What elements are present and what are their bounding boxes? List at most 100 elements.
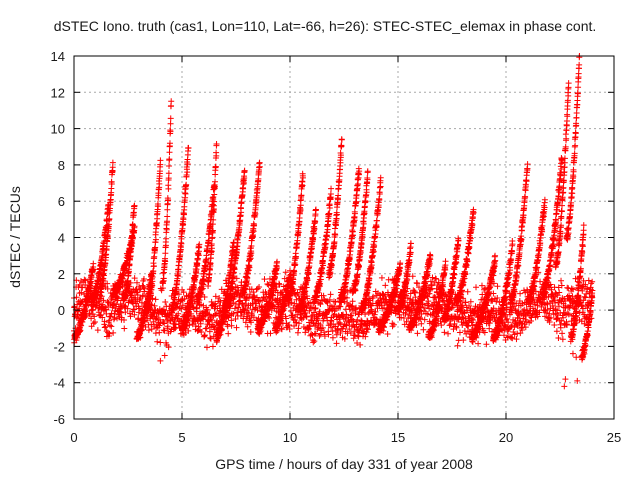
data-point <box>162 242 169 249</box>
data-point <box>321 333 328 340</box>
data-point <box>504 315 511 322</box>
data-point <box>565 311 572 318</box>
data-point <box>427 278 434 285</box>
data-point <box>212 163 219 170</box>
data-point <box>122 309 129 316</box>
data-point <box>261 276 268 283</box>
data-point <box>108 180 115 187</box>
data-point <box>424 293 431 300</box>
data-point <box>247 329 254 336</box>
data-point <box>337 330 344 337</box>
data-point <box>426 290 433 297</box>
data-point <box>348 312 355 319</box>
data-point <box>287 308 294 315</box>
data-point <box>288 299 295 306</box>
data-point <box>305 326 312 333</box>
data-point <box>157 339 164 346</box>
data-point <box>168 98 175 105</box>
data-point <box>286 321 293 328</box>
data-point <box>160 270 167 277</box>
data-point <box>582 294 589 301</box>
data-point <box>354 332 361 339</box>
data-point <box>156 180 163 187</box>
data-point <box>106 330 113 337</box>
data-point <box>231 305 238 312</box>
data-point <box>117 283 124 290</box>
data-point <box>302 329 309 336</box>
data-point <box>152 244 159 251</box>
data-point <box>465 318 472 325</box>
data-point <box>228 317 235 324</box>
data-point <box>291 322 298 329</box>
data-point <box>320 292 327 299</box>
data-point <box>341 335 348 342</box>
data-point <box>445 330 452 337</box>
data-point <box>181 295 188 302</box>
data-point <box>543 309 550 316</box>
data-point <box>357 341 364 348</box>
data-point <box>180 221 187 228</box>
data-point <box>421 316 428 323</box>
data-point <box>90 266 97 273</box>
data-point <box>91 313 98 320</box>
data-point <box>382 292 389 299</box>
data-point <box>104 235 111 242</box>
data-point <box>131 311 138 318</box>
data-point <box>156 322 163 329</box>
data-point <box>295 320 302 327</box>
data-point <box>212 293 219 300</box>
data-point <box>208 245 215 252</box>
data-point <box>190 282 197 289</box>
data-point <box>174 300 181 307</box>
data-point <box>381 304 388 311</box>
data-point <box>348 323 355 330</box>
data-point <box>110 329 117 336</box>
data-point <box>327 317 334 324</box>
data-point <box>334 326 341 333</box>
data-point <box>94 327 101 334</box>
data-point <box>79 284 86 291</box>
data-point <box>162 298 169 305</box>
data-point <box>104 280 111 287</box>
data-point <box>555 303 562 310</box>
data-point <box>538 301 545 308</box>
data-point <box>82 308 89 315</box>
data-point <box>162 258 169 265</box>
data-point <box>139 292 146 299</box>
data-point <box>325 331 332 338</box>
data-point <box>347 312 354 319</box>
data-point <box>160 306 167 313</box>
data-point <box>553 315 560 322</box>
data-point <box>438 322 445 329</box>
data-point <box>418 320 425 327</box>
data-point <box>152 236 159 243</box>
data-point <box>342 315 349 322</box>
data-point <box>420 326 427 333</box>
data-point <box>131 306 138 313</box>
data-point <box>310 339 317 346</box>
data-point <box>110 316 117 323</box>
data-point <box>582 281 589 288</box>
data-point <box>235 304 242 311</box>
data-point <box>433 276 440 283</box>
data-point <box>165 185 172 192</box>
data-point <box>481 329 488 336</box>
data-point <box>165 170 172 177</box>
data-point <box>578 318 585 325</box>
data-point <box>264 280 271 287</box>
data-point <box>118 309 125 316</box>
data-point <box>306 323 313 330</box>
data-point <box>142 323 149 330</box>
data-point <box>327 291 334 298</box>
data-point <box>512 317 519 324</box>
data-point <box>389 323 396 330</box>
data-point <box>348 303 355 310</box>
data-point <box>140 283 147 290</box>
data-point <box>317 321 324 328</box>
data-point <box>320 315 327 322</box>
data-point <box>483 341 490 348</box>
data-point <box>150 263 157 270</box>
data-point <box>392 297 399 304</box>
data-point <box>469 315 476 322</box>
